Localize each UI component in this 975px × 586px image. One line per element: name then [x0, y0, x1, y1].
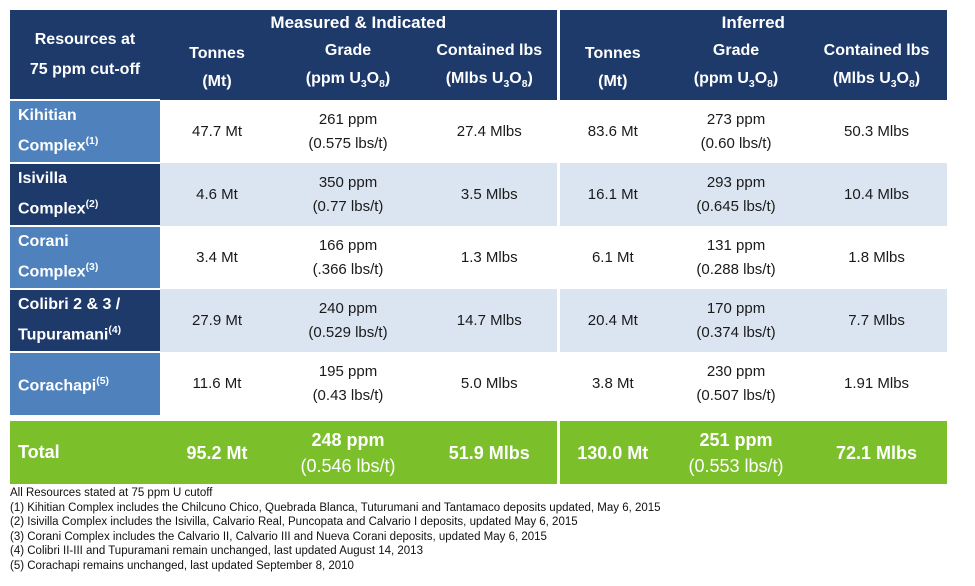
inf-grade-cell: 131 ppm (0.288 lbs/t) — [666, 226, 807, 289]
mi-grade-cell: 166 ppm (.366 lbs/t) — [274, 226, 422, 289]
resources-table: Resources at 75 ppm cut-off Measured & I… — [10, 10, 948, 484]
corner-header: Resources at 75 ppm cut-off — [10, 10, 160, 100]
total-inf-lbs: 72.1 Mlbs — [806, 421, 948, 484]
inf-lbs-cell: 10.4 Mlbs — [806, 163, 948, 226]
corner-header-line1: Resources at — [34, 30, 136, 48]
mi-lbs-cell: 14.7 Mlbs — [422, 289, 559, 352]
inf-tonnes-cell: 83.6 Mt — [556, 100, 667, 163]
footnote: (4) Colibri II-III and Tupuramani remain… — [10, 545, 423, 557]
table-row: Kihitian Complex(1) 47.7 Mt 261 ppm (0.575… — [10, 99, 948, 163]
mi-grade-cell: 261 ppm (0.575 lbs/t) — [274, 100, 422, 163]
column-header-row: Tonnes (Mt) Grade (ppm U3O8) Contained lbs… — [10, 36, 948, 100]
group-measured-indicated: Measured & Indicated — [160, 10, 559, 36]
inf-tonnes-cell: 20.4 Mt — [556, 289, 667, 352]
total-inf-tonnes: 130.0 Mt — [556, 421, 667, 484]
mi-tonnes-cell: 27.9 Mt — [160, 289, 274, 352]
mi-lbs-cell: 3.5 Mlbs — [422, 163, 559, 226]
inf-lbs-cell: 1.8 Mlbs — [806, 226, 948, 289]
total-mi-grade: 248 ppm (0.546 lbs/t) — [274, 421, 422, 484]
mi-grade-cell: 195 ppm (0.43 lbs/t) — [274, 352, 422, 415]
col-mi-grade: Grade (ppm U3O8) — [274, 36, 422, 100]
spacer-row — [10, 415, 948, 421]
table-row: Corachapi(5) 11.6 Mt 195 ppm (0.43 lbs/t)… — [10, 351, 948, 415]
corner-header-line2: 75 ppm cut-off — [29, 60, 141, 78]
table-row: Colibri 2 & 3 /Tupuramani(4) 27.9 Mt 240… — [10, 288, 948, 352]
group-inferred: Inferred — [556, 10, 948, 36]
footnote: (5) Corachapi remains unchanged, last up… — [10, 559, 354, 572]
total-mi-tonnes: 95.2 Mt — [160, 421, 274, 484]
inf-grade-cell: 293 ppm (0.645 lbs/t) — [666, 163, 807, 226]
row-label: Corani Complex(3) — [10, 225, 160, 289]
mi-grade-cell: 350 ppm (0.77 lbs/t) — [274, 163, 422, 226]
footnote: (3) Corani Complex includes the Calvario… — [10, 530, 547, 543]
footnote: (1) Kihitian Complex includes the Chilcu… — [10, 501, 661, 514]
footnotes: All Resources stated at 75 ppm U cutoff … — [10, 486, 960, 573]
group-header-row: Resources at 75 ppm cut-off Measured & I… — [10, 10, 948, 100]
mi-lbs-cell: 27.4 Mlbs — [422, 100, 559, 163]
row-label: Corachapi(5) — [10, 351, 160, 415]
footnote: All Resources stated at 75 ppm U cutoff — [10, 487, 213, 499]
inf-grade-cell: 273 ppm (0.60 lbs/t) — [666, 100, 807, 163]
inf-grade-cell: 230 ppm (0.507 lbs/t) — [666, 352, 807, 415]
row-label: Isivilla Complex(2) — [10, 162, 160, 226]
inf-grade-cell: 170 ppm (0.374 lbs/t) — [666, 289, 807, 352]
mi-grade-cell: 240 ppm (0.529 lbs/t) — [274, 289, 422, 352]
mi-lbs-cell: 1.3 Mlbs — [422, 226, 559, 289]
mi-lbs-cell: 5.0 Mlbs — [422, 352, 559, 415]
table-row: Isivilla Complex(2) 4.6 Mt 350 ppm (0.77 l… — [10, 162, 948, 226]
mi-tonnes-cell: 47.7 Mt — [160, 100, 274, 163]
total-row: Total 95.2 Mt 248 ppm (0.546 lbs/t) 51.9 … — [10, 421, 948, 484]
total-label: Total — [10, 421, 160, 484]
total-mi-lbs: 51.9 Mlbs — [422, 421, 559, 484]
inf-lbs-cell: 7.7 Mlbs — [806, 289, 948, 352]
inf-tonnes-cell: 16.1 Mt — [556, 163, 667, 226]
inf-lbs-cell: 50.3 Mlbs — [806, 100, 948, 163]
col-inf-lbs: Contained lbs (Mlbs U3O8) — [806, 36, 948, 100]
col-inf-grade: Grade (ppm U3O8) — [666, 36, 807, 100]
inf-tonnes-cell: 6.1 Mt — [556, 226, 667, 289]
row-label: Kihitian Complex(1) — [10, 99, 160, 163]
mi-tonnes-cell: 11.6 Mt — [160, 352, 274, 415]
col-inf-tonnes: Tonnes (Mt) — [556, 36, 667, 100]
table-row: Corani Complex(3) 3.4 Mt 166 ppm (.366 lbs… — [10, 225, 948, 289]
col-mi-tonnes: Tonnes (Mt) — [160, 36, 274, 100]
row-label: Colibri 2 & 3 /Tupuramani(4) — [10, 288, 160, 352]
col-mi-lbs: Contained lbs (Mlbs U3O8) — [422, 36, 559, 100]
total-inf-grade: 251 ppm (0.553 lbs/t) — [666, 421, 807, 484]
mi-tonnes-cell: 4.6 Mt — [160, 163, 274, 226]
mi-tonnes-cell: 3.4 Mt — [160, 226, 274, 289]
inf-tonnes-cell: 3.8 Mt — [556, 352, 667, 415]
inf-lbs-cell: 1.91 Mlbs — [806, 352, 948, 415]
footnote: (2) Isivilla Complex includes the Isivil… — [10, 516, 578, 528]
